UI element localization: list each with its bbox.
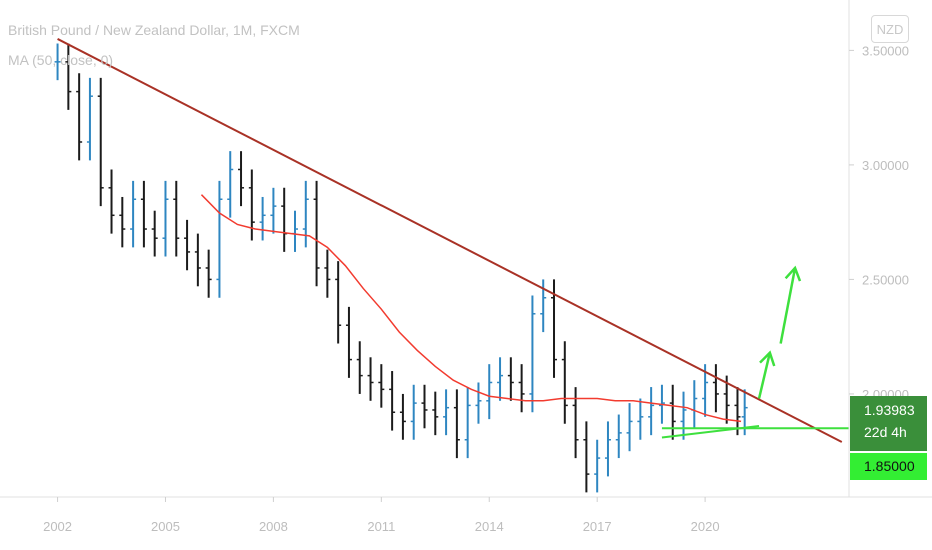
price-bar — [389, 371, 396, 431]
price-bar — [691, 380, 698, 429]
price-bar — [367, 357, 374, 401]
price-bar — [140, 180, 147, 248]
projection-arrow — [757, 350, 776, 399]
x-tick-label: 2002 — [43, 519, 72, 534]
projection-arrow — [779, 265, 802, 344]
time-axis[interactable]: 2002200520082011201420172020202 — [0, 497, 720, 534]
bar-countdown: 22d 4h — [864, 424, 907, 440]
price-bar — [54, 43, 61, 81]
last-price-value: 1.93983 — [864, 402, 915, 418]
price-bar — [421, 384, 428, 429]
price-bar — [216, 180, 223, 298]
price-bar — [194, 233, 201, 287]
price-bar — [291, 210, 298, 252]
price-bar — [507, 357, 514, 401]
price-bar — [119, 196, 126, 248]
level-price-tag: 1.85000 — [850, 453, 927, 480]
price-bar — [302, 180, 309, 248]
price-bar — [238, 151, 245, 207]
price-bar — [356, 341, 363, 394]
price-bar — [378, 364, 385, 408]
price-bar — [669, 384, 676, 440]
last-price-tag: 1.93983 22d 4h — [850, 396, 927, 451]
price-bar — [551, 279, 558, 378]
price-bar — [86, 77, 93, 161]
y-tick-label: 3.50000 — [862, 43, 909, 58]
price-bar — [529, 295, 536, 413]
price-bar — [594, 439, 601, 493]
x-tick-label: 2014 — [475, 519, 504, 534]
x-tick-label: 2017 — [583, 519, 612, 534]
price-bar — [313, 180, 320, 287]
price-bar — [410, 384, 417, 440]
x-tick-label: 2005 — [151, 519, 180, 534]
price-bar — [648, 387, 655, 436]
x-tick-label: 2011 — [367, 519, 395, 534]
moving-average-line — [200, 194, 742, 423]
price-bar — [583, 421, 590, 493]
price-bar — [626, 403, 633, 452]
price-bar — [65, 43, 72, 110]
price-bar — [151, 210, 158, 257]
price-bar — [205, 249, 212, 298]
price-bar — [637, 398, 644, 440]
price-bar — [259, 196, 266, 241]
x-tick-label: 2008 — [259, 519, 288, 534]
price-bar — [497, 357, 504, 401]
price-bar — [184, 219, 191, 271]
price-bar — [227, 151, 234, 218]
price-bar — [561, 341, 568, 424]
price-bar — [604, 421, 611, 477]
y-tick-label: 2.50000 — [862, 272, 909, 287]
price-bar — [173, 180, 180, 257]
price-bars — [54, 43, 748, 493]
price-bar — [734, 387, 741, 436]
price-bar — [108, 169, 115, 234]
projection-arrows — [757, 265, 802, 399]
price-bar — [453, 389, 460, 459]
price-bar — [399, 393, 406, 440]
price-bar — [248, 169, 255, 241]
price-bar — [475, 382, 482, 424]
y-tick-label: 3.00000 — [862, 158, 909, 173]
price-bar — [324, 249, 331, 298]
price-bar — [345, 306, 352, 378]
price-bar — [702, 364, 709, 417]
price-bar — [270, 187, 277, 234]
price-bar — [76, 73, 83, 161]
price-bar — [572, 387, 579, 459]
price-bar — [464, 387, 471, 459]
indicator-legend[interactable]: MA (50, close, 0) — [8, 52, 114, 68]
price-bar — [443, 389, 450, 436]
price-bar — [281, 187, 288, 252]
price-bar — [335, 261, 342, 344]
price-bar — [162, 180, 169, 257]
price-bar — [712, 364, 719, 413]
price-bar — [680, 391, 687, 440]
price-bar — [518, 364, 525, 413]
currency-badge[interactable]: NZD — [871, 15, 909, 43]
x-tick-label: 2020 — [691, 519, 720, 534]
price-bar — [486, 364, 493, 420]
price-bar — [130, 180, 137, 248]
price-bar — [432, 391, 439, 436]
price-bar — [615, 414, 622, 459]
price-bar — [97, 77, 104, 207]
trendline — [57, 38, 843, 443]
chart-title: British Pound / New Zealand Dollar, 1M, … — [8, 22, 300, 38]
